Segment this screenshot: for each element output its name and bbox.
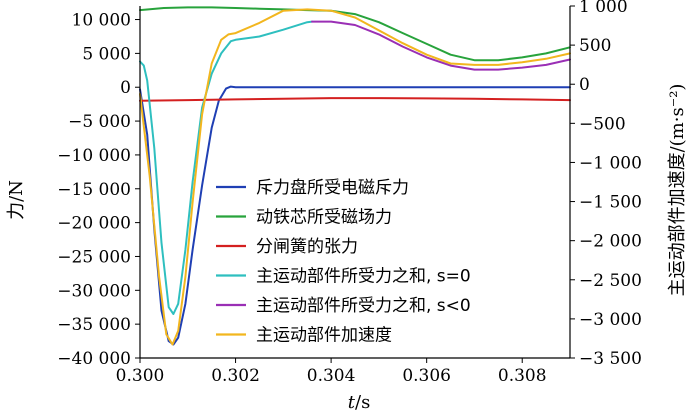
y-left-tick-label: −25 000 [57, 247, 131, 267]
legend-label-4: 主运动部件所受力之和, s=0 [256, 267, 471, 287]
y-left-tick-label: 0 [120, 78, 131, 98]
y-left-tick-label: −35 000 [57, 315, 131, 335]
y-right-tick-label: −3 500 [579, 349, 642, 369]
series-group [139, 6, 571, 346]
y-left-tick-label: −30 000 [57, 281, 131, 301]
legend-label-3: 分闸簧的张力 [256, 237, 358, 257]
y-right-tick-label: −2 500 [579, 271, 642, 291]
series-line-2 [139, 6, 571, 62]
series-line-6 [139, 8, 571, 346]
y-right-tick-label: −2 000 [579, 232, 642, 252]
y-right-tick-label: 1 000 [579, 0, 628, 17]
legend-label-5: 主运动部件所受力之和, s<0 [256, 296, 471, 316]
axes-group [139, 6, 571, 359]
x-axis-label-var: t [348, 392, 356, 413]
x-tick-label: 0.304 [307, 366, 356, 386]
y-left-tick-label: −20 000 [57, 214, 131, 234]
legend-label-6: 主运动部件加速度 [256, 326, 392, 346]
y-left-tick-label: −5 000 [68, 112, 131, 132]
y-right-tick-label: 500 [579, 36, 611, 56]
series-line-4 [139, 20, 313, 315]
x-tick-label: 0.306 [402, 366, 451, 386]
series-line-1 [139, 85, 571, 346]
y-right-tick-label: 0 [579, 75, 590, 95]
y-axis-right-label: 主运动部件加速度/(m·s⁻²) [667, 84, 688, 297]
series-line-5 [311, 20, 571, 71]
series-line-3 [139, 97, 571, 102]
y-left-tick-label: −10 000 [57, 146, 131, 166]
ticks-group: 0.300 0.302 0.304 0.306 0.308 10 000 5 000 0 −5 … [57, 0, 642, 386]
x-tick-label: 0.302 [211, 366, 260, 386]
x-tick-label: 0.300 [116, 366, 165, 386]
y-left-tick-label: 5 000 [82, 44, 131, 64]
y-left-tick-label: 10 000 [72, 11, 131, 31]
y-axis-left-label: 力/N [6, 180, 27, 220]
x-tick-label: 0.308 [498, 366, 547, 386]
x-axis-label-unit: /s [355, 392, 370, 413]
legend-label-2: 动铁芯所受磁场力 [256, 208, 392, 228]
y-right-tick-label: −500 [579, 114, 626, 134]
y-left-tick-label: −15 000 [57, 180, 131, 200]
legend-label-1: 斥力盘所受电磁斥力 [256, 178, 409, 198]
y-right-tick-label: −3 000 [579, 310, 642, 330]
y-right-tick-label: −1 500 [579, 193, 642, 213]
y-right-tick-label: −1 000 [579, 153, 642, 173]
y-left-tick-label: −40 000 [57, 349, 131, 369]
